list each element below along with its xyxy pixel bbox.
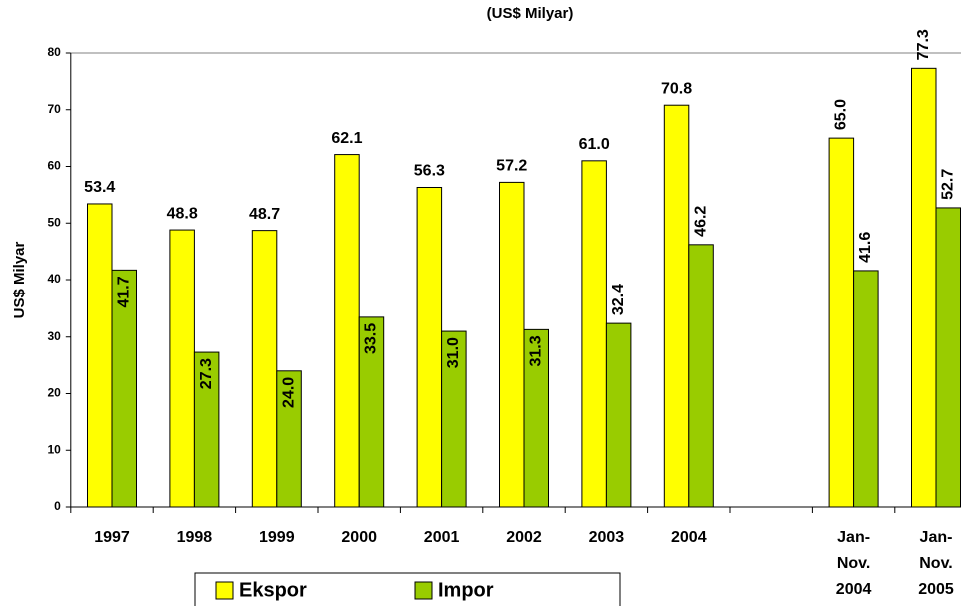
- bar: [87, 203, 113, 508]
- bar: [523, 328, 549, 508]
- value-label: 53.4: [84, 179, 115, 196]
- value-label: 41.6: [857, 232, 874, 263]
- bar: [605, 322, 632, 508]
- legend-label: Impor: [438, 579, 494, 601]
- x-tick-label: 2004: [671, 529, 707, 546]
- x-tick-label: 2003: [588, 529, 625, 546]
- legend-swatch: [215, 581, 234, 600]
- bar: [416, 186, 443, 508]
- bar: [169, 229, 195, 508]
- bar: [853, 270, 879, 508]
- y-tick-label: 0: [54, 499, 61, 513]
- x-tick-label: Jan-Nov. 2005: [918, 529, 954, 598]
- value-label: 41.7: [115, 276, 132, 307]
- x-tick-label: 1999: [259, 529, 295, 546]
- bar: [499, 181, 525, 508]
- legend-box: [194, 572, 621, 606]
- value-label: 24.0: [280, 377, 297, 408]
- y-tick-label: 10: [47, 442, 61, 456]
- legend-label: Ekspor: [239, 579, 307, 601]
- x-tick-label: 2000: [341, 529, 377, 546]
- x-tick-label: 1998: [176, 529, 213, 546]
- y-tick-label: 60: [47, 159, 61, 173]
- value-label: 56.3: [414, 163, 445, 180]
- value-label: 52.7: [939, 169, 956, 200]
- y-tick-label: 70: [47, 102, 61, 116]
- bar: [251, 230, 278, 508]
- bar: [193, 351, 220, 508]
- value-label: 77.3: [915, 29, 932, 60]
- value-label: 46.2: [692, 206, 709, 237]
- bar: [911, 67, 937, 508]
- value-label: 32.4: [610, 284, 627, 315]
- value-label: 31.3: [527, 335, 544, 366]
- bar: [935, 207, 961, 508]
- x-tick-label: Jan-Nov. 2004: [835, 529, 872, 598]
- value-label: 48.8: [167, 205, 198, 222]
- x-tick-label: 2001: [423, 529, 460, 546]
- bar: [441, 330, 467, 508]
- value-label: 61.0: [579, 136, 610, 153]
- bar: [828, 137, 855, 508]
- value-label: 27.3: [198, 358, 215, 389]
- x-tick-label: 2002: [506, 529, 542, 546]
- legend-swatch: [414, 581, 433, 600]
- y-axis-label: US$ Milyar: [11, 241, 28, 318]
- value-label: 65.0: [833, 99, 850, 130]
- value-label: 62.1: [331, 130, 362, 147]
- y-tick-label: 50: [47, 215, 61, 229]
- y-tick-label: 20: [47, 386, 61, 400]
- chart-title: (US$ Milyar): [487, 5, 574, 22]
- y-tick-label: 30: [47, 329, 61, 343]
- bar: [581, 160, 607, 508]
- bar: [688, 244, 714, 508]
- bar: [111, 269, 137, 508]
- x-tick-label: 1997: [94, 529, 130, 546]
- bar: [358, 316, 385, 508]
- value-label: 70.8: [661, 80, 692, 97]
- value-label: 57.2: [496, 158, 527, 175]
- bar: [663, 104, 690, 508]
- bar: [334, 154, 360, 508]
- value-label: 33.5: [363, 323, 380, 354]
- y-tick-label: 80: [47, 45, 61, 59]
- y-tick-label: 40: [47, 272, 61, 286]
- value-label: 48.7: [249, 206, 280, 223]
- value-label: 31.0: [445, 337, 462, 368]
- bar: [276, 370, 302, 508]
